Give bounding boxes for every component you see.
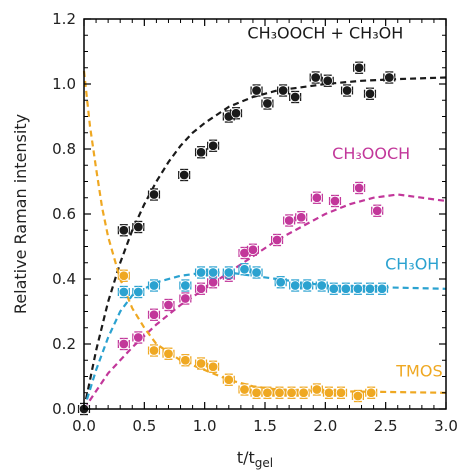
data-point — [322, 386, 336, 399]
data-point — [147, 308, 161, 321]
data-point — [132, 285, 145, 299]
x-tick-label: 1.0 — [193, 417, 217, 435]
y-tick-label: 0.4 — [52, 270, 76, 288]
data-point — [353, 61, 366, 74]
y-tick-label: 0.0 — [52, 400, 76, 418]
data-point — [147, 188, 161, 201]
data-point — [194, 282, 208, 295]
series-label: CH₃OH — [385, 254, 439, 273]
data-point — [207, 266, 220, 279]
data-point — [383, 71, 396, 84]
data-point — [285, 386, 298, 399]
data-point — [363, 282, 377, 295]
data-point — [310, 383, 323, 396]
series-label: CH₃OOCH — [332, 144, 410, 163]
data-point — [353, 181, 366, 195]
data-point — [334, 386, 348, 399]
series-label: CH₃OOCH + CH₃OH — [247, 24, 403, 43]
data-point — [321, 74, 334, 87]
fit-curve — [82, 76, 447, 410]
data-point — [250, 386, 263, 399]
y-tick-label: 0.6 — [52, 205, 76, 223]
data-point — [117, 269, 130, 282]
data-point — [179, 279, 192, 292]
annotations: CH₃OOCH + CH₃OH CH₃OOCH CH₃OH TMOS — [247, 24, 442, 381]
data-point — [194, 266, 208, 279]
data-point — [371, 204, 384, 217]
data-point — [340, 84, 354, 97]
data-point — [222, 373, 235, 386]
data-point — [147, 344, 161, 357]
data-point — [261, 386, 274, 399]
x-axis-label-sub: gel — [255, 456, 273, 470]
data-point — [310, 191, 323, 204]
y-tick-label: 0.8 — [52, 140, 76, 158]
data-point — [289, 90, 302, 104]
data-point — [273, 386, 286, 399]
data-point — [328, 194, 342, 208]
x-tick-label: 2.0 — [313, 417, 337, 435]
data-point — [283, 214, 296, 227]
data-point — [207, 139, 220, 152]
data-point — [315, 279, 328, 292]
data-point — [365, 386, 378, 399]
data-point — [246, 243, 260, 256]
data-point — [179, 292, 192, 305]
data-point — [274, 276, 287, 289]
x-axis-label: t/tgel — [237, 448, 273, 470]
y-tick-label: 1.0 — [52, 75, 76, 93]
fit-curve — [82, 70, 447, 394]
x-tick-label: 3.0 — [434, 417, 458, 435]
data-point — [295, 211, 308, 224]
x-tick-label: 2.5 — [374, 417, 398, 435]
data-point — [162, 298, 175, 312]
x-tick-label: 1.5 — [253, 417, 277, 435]
data-point — [250, 84, 263, 97]
data-point — [132, 220, 145, 234]
data-point — [297, 386, 310, 399]
y-axis-label: Relative Raman intensity — [11, 114, 30, 314]
series-label: TMOS — [395, 362, 442, 381]
data-point — [375, 282, 389, 295]
data-point — [229, 107, 243, 120]
data-point — [327, 282, 340, 295]
data-point — [363, 87, 377, 100]
data-point — [351, 282, 364, 295]
data-point — [132, 331, 145, 344]
x-tick-label: 0.5 — [132, 417, 156, 435]
y-tick-label: 1.2 — [52, 10, 76, 28]
data-point — [238, 383, 251, 396]
data-point — [178, 168, 191, 182]
data-point — [261, 97, 274, 110]
x-axis-label-main: t/t — [237, 448, 255, 467]
data-point — [179, 354, 192, 367]
axis-ticks: 0.0 0.5 1.0 1.5 2.0 2.5 3.0 0.0 0.2 0.4 0.6 0.8 1.0 1… — [52, 10, 458, 435]
data-point — [207, 360, 220, 373]
data-point — [309, 71, 322, 84]
data-point — [194, 146, 208, 159]
fit-curves — [82, 70, 447, 410]
data-points — [77, 61, 396, 416]
data-point — [238, 263, 251, 276]
x-tick-label: 0.0 — [72, 417, 96, 435]
y-tick-label: 0.2 — [52, 335, 76, 353]
data-point — [250, 266, 263, 279]
data-point — [277, 84, 290, 97]
data-point — [147, 279, 161, 292]
data-point — [194, 357, 208, 370]
data-point — [270, 233, 284, 247]
data-point — [117, 337, 130, 351]
data-point — [117, 285, 130, 299]
data-point — [339, 282, 352, 295]
data-point — [117, 224, 130, 237]
data-point — [222, 266, 235, 279]
data-point — [301, 279, 314, 292]
data-point — [162, 347, 175, 360]
data-point — [289, 279, 302, 292]
data-point — [351, 389, 364, 403]
